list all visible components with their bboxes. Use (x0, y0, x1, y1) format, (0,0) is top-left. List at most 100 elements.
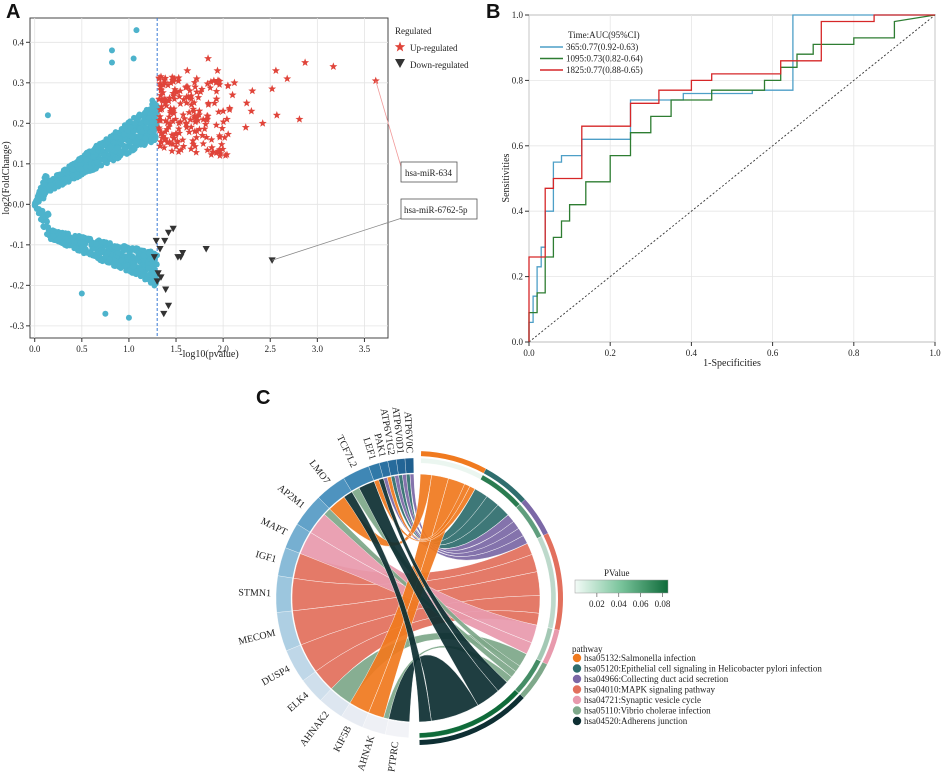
roc-ytick-label: 0.4 (512, 206, 524, 216)
volcano-point-ns (61, 176, 68, 183)
volcano-point-up (195, 106, 204, 115)
volcano-point-ns (127, 118, 133, 125)
volcano-point-up (182, 92, 191, 101)
volcano-point-up (159, 81, 168, 89)
gene-sector (396, 458, 407, 475)
volcano-point-ns (127, 245, 134, 252)
volcano-point-ns (150, 126, 156, 133)
volcano-point-ns (148, 119, 155, 126)
volcano-point-up (167, 139, 175, 148)
volcano-point-up (295, 115, 304, 123)
volcano-point-ns (72, 232, 79, 239)
volcano-point-down (177, 254, 185, 261)
volcano-point-ns (35, 190, 42, 197)
volcano-point-ns (136, 111, 143, 118)
volcano-point-down (156, 246, 164, 253)
volcano-annotations: hsa-miR-634 hsa-miR-6762-5p (271, 80, 478, 261)
volcano-point-ns (143, 125, 149, 131)
volcano-point-up (180, 114, 189, 122)
volcano-point-up (248, 86, 257, 95)
chord-ribbon (324, 508, 517, 678)
volcano-point-ns (147, 255, 154, 262)
pathway-legend: hsa05132:Salmonella infectionhsa05120:Ep… (572, 653, 822, 726)
volcano-point-up (192, 87, 201, 96)
volcano-point-up (198, 85, 206, 93)
volcano-point-up (242, 98, 251, 107)
volcano-point-up (214, 107, 223, 116)
volcano-point-ns (78, 290, 85, 297)
volcano-point-up (169, 89, 177, 97)
volcano-xtick-label: 0.0 (29, 344, 41, 354)
volcano-point-up (176, 99, 185, 108)
volcano-point-up (161, 116, 170, 125)
volcano-point-up (159, 97, 167, 105)
volcano-point-down (152, 237, 160, 245)
roc-ytick-label: 0.6 (512, 141, 524, 151)
volcano-point-up (179, 95, 188, 103)
volcano-point-up (203, 79, 212, 87)
volcano-point-ns (87, 250, 94, 257)
volcano-point-up (170, 104, 178, 113)
gene-sector (343, 466, 374, 492)
volcano-points (31, 27, 406, 321)
volcano-point-ns (83, 150, 90, 157)
volcano-point-up (204, 54, 213, 62)
volcano-point-up (190, 111, 199, 120)
volcano-point-ns (97, 257, 104, 264)
volcano-point-ns (145, 271, 152, 278)
volcano-point-up (223, 150, 231, 158)
volcano-point-up (218, 124, 227, 132)
gene-label: KIF5B (332, 724, 355, 754)
volcano-point-up (196, 87, 205, 96)
volcano-point-up (169, 77, 178, 85)
volcano-point-up (301, 58, 310, 66)
volcano-point-up (186, 86, 194, 94)
volcano-point-ns (106, 256, 113, 263)
volcano-point-up (161, 127, 170, 136)
volcano-point-up (156, 142, 164, 150)
volcano-point-up (166, 107, 175, 115)
volcano-point-ns (100, 142, 107, 149)
gene-label: TCF7L2 (334, 434, 359, 470)
pathway-legend-dot (572, 695, 582, 705)
gene-sector (296, 497, 330, 533)
volcano-point-up (164, 81, 172, 89)
roc-series-line (528, 14, 936, 342)
pathway-pvalue-sector (516, 504, 542, 539)
volcano-point-up (247, 106, 256, 115)
volcano-point-ns (117, 265, 124, 271)
volcano-point-up (157, 138, 166, 146)
pvalue-tick-label: 0.04 (611, 599, 627, 609)
volcano-point-up (171, 115, 180, 123)
volcano-point-up (272, 111, 281, 119)
pathway-legend-label: hsa05120:Epithelial cell signaling in He… (584, 664, 822, 674)
pathway-legend-label: hsa04010:MAPK signaling pathway (584, 685, 715, 695)
volcano-plot: 0.0 0.5 1.0 1.5 2.0 2.5 3.0 3.5 -0.3 -0.2 -0.1 0.0 0… (1, 17, 478, 360)
volcano-point-ns (131, 146, 138, 152)
volcano-point-up (207, 135, 216, 143)
volcano-point-up (191, 83, 199, 91)
volcano-point-ns (126, 267, 132, 274)
pathway-legend-label: hsa04721:Synaptic vesicle cycle (584, 695, 701, 705)
volcano-point-ns (108, 59, 115, 66)
volcano-point-ns (45, 226, 52, 233)
volcano-point-up (189, 140, 197, 148)
volcano-point-up (175, 124, 183, 133)
pathway-sector (542, 629, 560, 665)
volcano-xtick-label: 2.0 (218, 344, 230, 354)
volcano-point-up (194, 93, 203, 101)
volcano-point-up (173, 137, 182, 145)
panel-label-a: A (6, 1, 20, 23)
volcano-point-ns (107, 144, 114, 151)
volcano-point-up (208, 147, 217, 156)
volcano-point-ns (117, 149, 124, 156)
gene-sector (285, 523, 311, 554)
pathway-legend-label: hsa04520:Adherens junction (584, 716, 688, 726)
volcano-point-up (160, 94, 168, 103)
volcano-point-up (216, 149, 225, 157)
volcano-point-up (268, 84, 277, 93)
volcano-point-ns (83, 164, 90, 170)
volcano-plot-frame (29, 17, 389, 339)
roc-xtick-label: 0.4 (686, 348, 698, 358)
pathway-legend-label: hsa05110:Vibrio cholerae infection (584, 706, 711, 716)
